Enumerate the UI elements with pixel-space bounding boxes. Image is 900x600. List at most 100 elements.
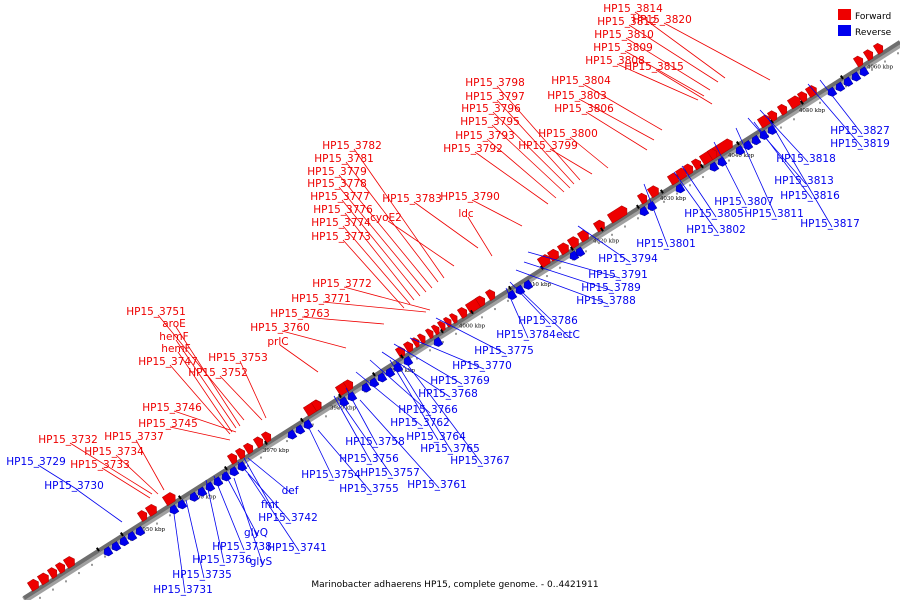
reverse-gene <box>433 336 444 347</box>
tick-label: 3960 kbp <box>190 494 217 500</box>
minor-tick <box>611 233 613 236</box>
forward-gene-label: HP15_3808 <box>585 55 645 67</box>
forward-gene <box>776 103 788 116</box>
forward-gene-label: HP15_3760 <box>250 322 310 334</box>
gene-marker <box>736 141 740 146</box>
forward-gene-label: HP15_3753 <box>208 352 268 364</box>
forward-gene-leader <box>353 148 445 279</box>
reverse-gene-label: HP15_3764 <box>406 431 466 443</box>
reverse-gene-label: HP15_3789 <box>581 282 641 294</box>
reverse-gene <box>177 499 188 510</box>
forward-gene <box>136 510 148 522</box>
reverse-gene-leader <box>643 183 669 248</box>
forward-gene-leader <box>169 426 231 441</box>
reverse-gene-label: HP15_3794 <box>598 253 658 265</box>
reverse-gene-label: glyS <box>250 556 273 568</box>
reverse-gene-leader <box>233 477 264 566</box>
reverse-gene-leader <box>369 359 431 414</box>
forward-gene-leader <box>157 314 245 421</box>
legend: Forward Reverse <box>838 9 892 38</box>
reverse-gene <box>303 419 314 430</box>
reverse-gene-leader <box>185 499 205 579</box>
forward-gene-leader <box>549 148 593 175</box>
gene-marker <box>770 119 774 124</box>
minor-tick <box>546 275 548 278</box>
minor-tick <box>442 341 444 344</box>
reverse-gene-label: HP15_3756 <box>339 453 399 465</box>
minor-tick <box>819 101 821 104</box>
forward-gene <box>706 148 718 161</box>
tick-label: 3970 kbp <box>263 448 290 454</box>
reverse-gene <box>103 546 114 557</box>
reverse-gene-label: HP15_3813 <box>774 175 834 187</box>
forward-gene-leader <box>387 220 455 267</box>
minor-tick <box>845 85 847 88</box>
reverse-gene-label: HP15_3738 <box>212 541 272 553</box>
tick-label: 4050 kbp <box>799 108 826 114</box>
forward-gene-label: hemF <box>161 343 190 355</box>
forward-gene-leader <box>616 63 699 101</box>
genome-caption: Marinobacter adhaerens HP15, complete ge… <box>311 580 598 590</box>
forward-gene <box>546 248 559 262</box>
forward-gene-leader <box>219 375 263 421</box>
genome-backbone <box>22 40 900 600</box>
tick-label: 4000 kbp <box>459 324 486 330</box>
forward-gene-label: prlC <box>267 336 288 348</box>
minor-tick <box>52 588 54 591</box>
reverse-gene-leader <box>735 127 777 218</box>
forward-gene-label: HP15_3747 <box>138 356 198 368</box>
reverse-gene-leader <box>435 317 507 355</box>
forward-gene-leader <box>343 286 431 311</box>
forward-gene <box>448 313 458 324</box>
forward-gene-label: HP15_3772 <box>312 278 372 290</box>
forward-gene-leader <box>474 151 549 205</box>
reverse-gene <box>743 140 754 151</box>
reverse-gene-leader <box>243 457 273 509</box>
minor-tick <box>624 225 626 228</box>
minor-tick <box>507 299 509 302</box>
forward-gene-leader <box>467 216 493 257</box>
forward-gene-label: HP15_3814 <box>603 3 663 15</box>
reverse-gene <box>377 372 388 383</box>
forward-gene <box>484 289 496 302</box>
forward-gene-leader <box>301 316 385 325</box>
reverse-gene <box>119 536 130 547</box>
minor-tick <box>897 52 899 55</box>
forward-gene-leader <box>175 326 241 427</box>
forward-gene-label: HP15_3777 <box>310 191 370 203</box>
minor-tick <box>65 580 67 583</box>
reverse-gene-label: HP15_3791 <box>588 269 648 281</box>
reverse-gene-label: HP15_3770 <box>452 360 512 372</box>
reverse-gene-label: fmt <box>261 499 279 511</box>
reverse-gene-leader <box>753 121 813 200</box>
forward-gene-leader <box>338 174 433 289</box>
minor-tick <box>39 596 41 599</box>
minor-tick <box>273 448 275 451</box>
gene-marker <box>800 100 804 105</box>
minor-tick <box>156 522 158 525</box>
minor-tick <box>429 349 431 352</box>
forward-gene-label: HP15_3793 <box>455 130 515 142</box>
gene-marker <box>660 189 664 194</box>
reverse-gene-label: HP15_3827 <box>830 125 890 137</box>
forward-gene-leader <box>634 11 726 79</box>
forward-gene-label: HP15_3795 <box>460 116 520 128</box>
reverse-gene-label: HP15_3762 <box>390 417 450 429</box>
reverse-gene <box>361 382 372 393</box>
reverse-gene-leader <box>389 359 439 441</box>
reverse-gene-label: HP15_3767 <box>450 455 510 467</box>
forward-gene-leader <box>239 360 267 419</box>
minor-tick <box>806 110 808 113</box>
forward-gene <box>852 55 864 68</box>
forward-gene <box>474 295 486 308</box>
forward-gene-label: hemF <box>159 331 188 343</box>
gene-marker <box>177 495 182 500</box>
minor-tick <box>104 555 106 558</box>
forward-gene-label: HP15_3732 <box>38 434 98 446</box>
minor-tick <box>338 407 340 410</box>
legend-reverse-label: Reverse <box>855 28 892 38</box>
forward-gene <box>556 242 569 256</box>
forward-gene <box>872 43 884 55</box>
minor-tick <box>780 126 782 129</box>
